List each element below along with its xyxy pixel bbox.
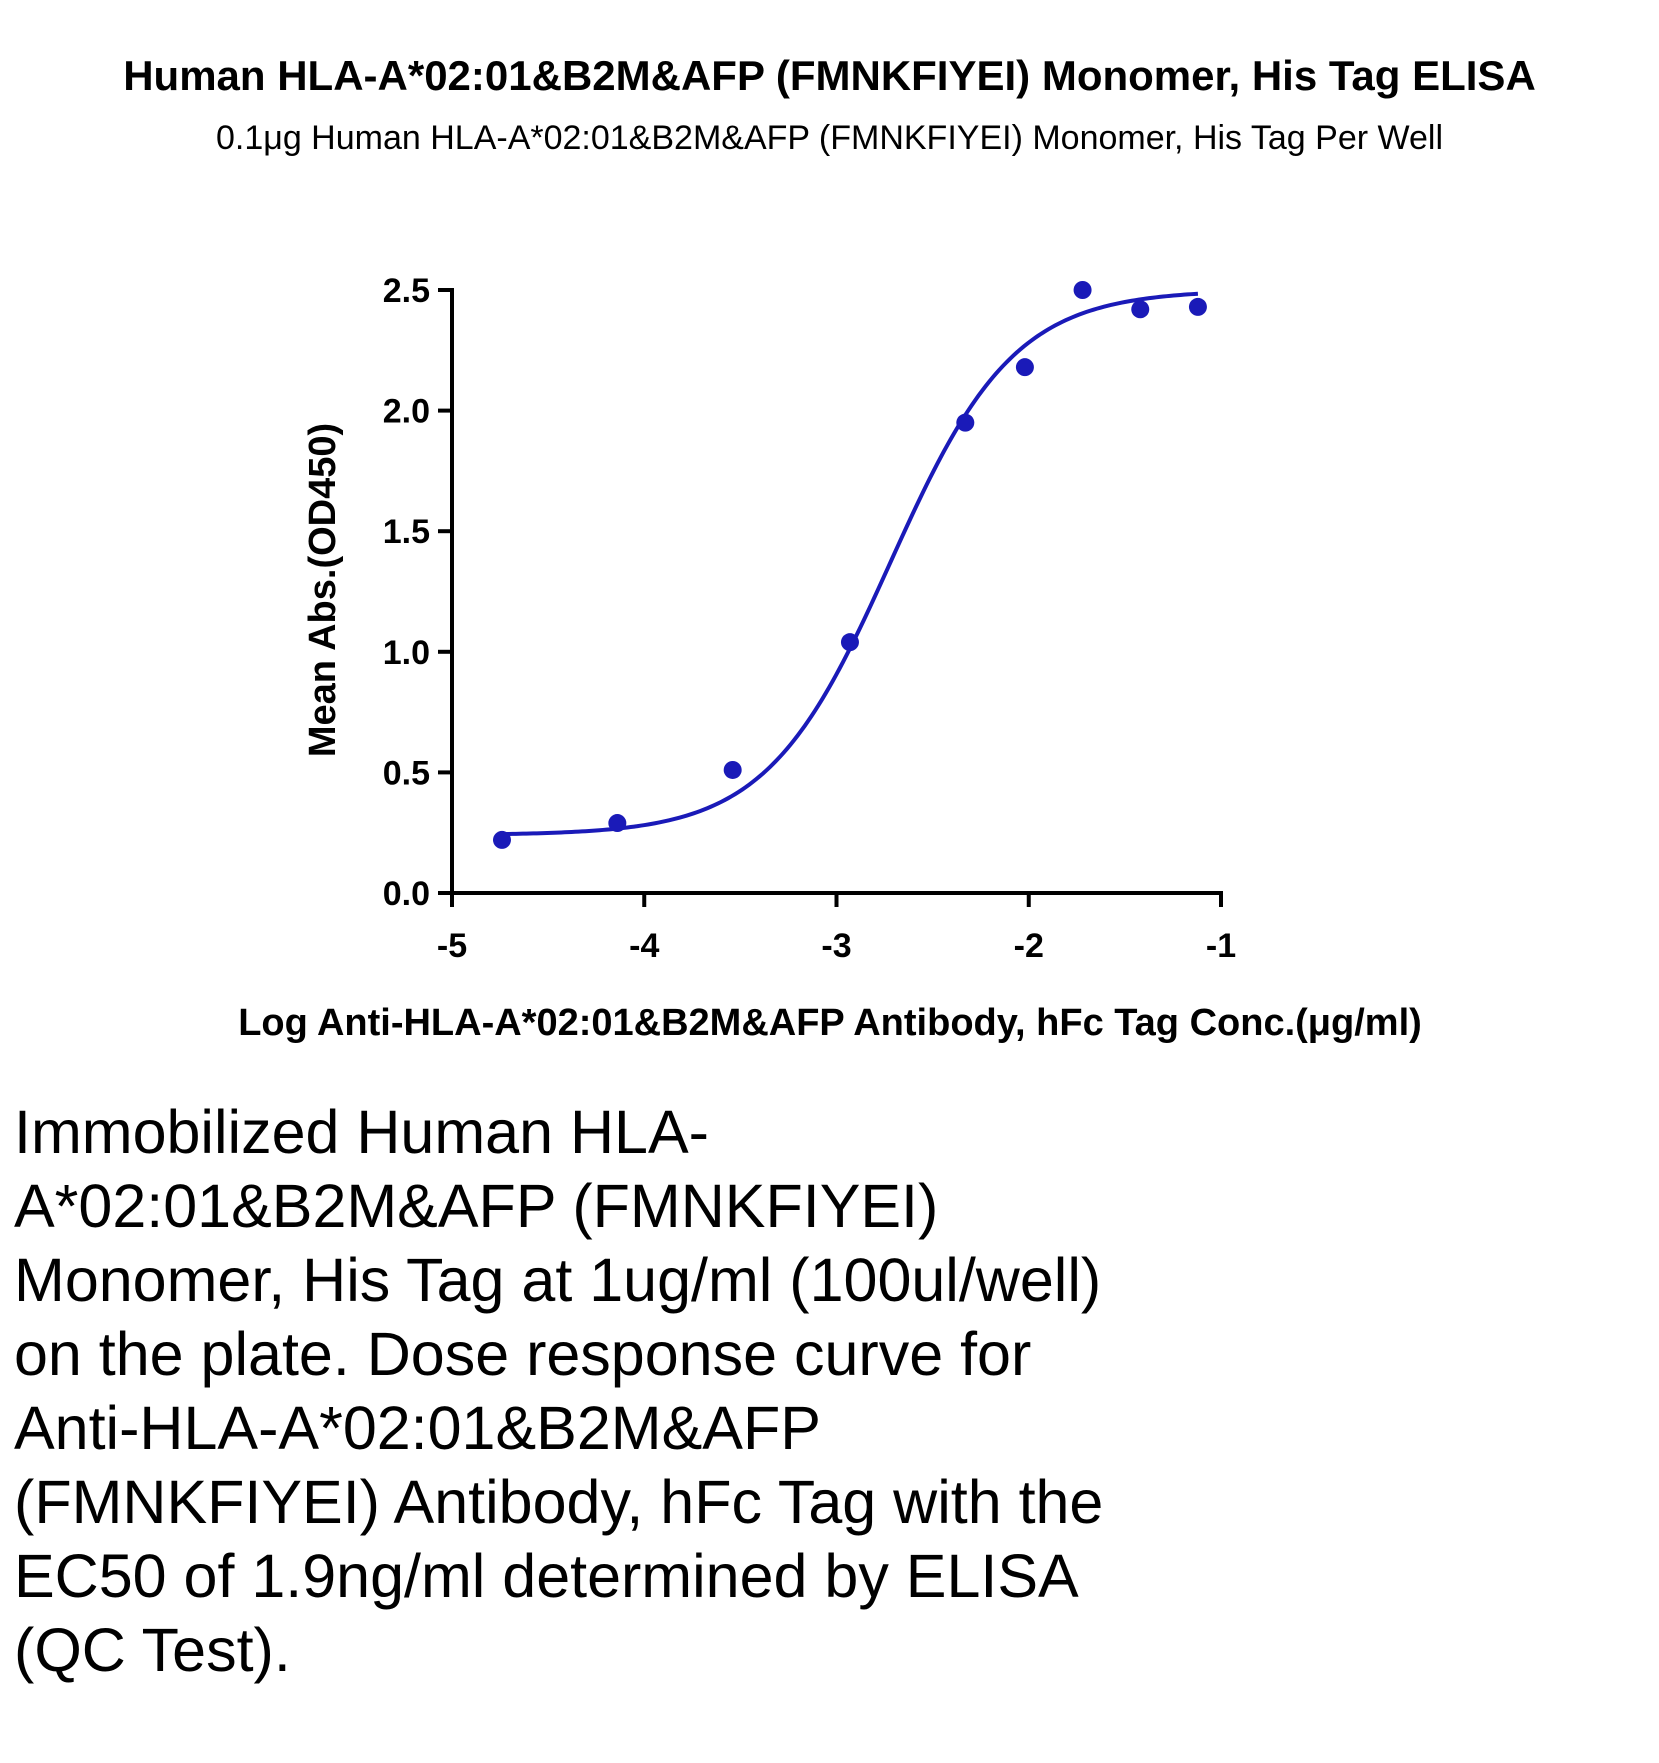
y-tick-label: 1.0 [383, 634, 430, 672]
data-points [492, 281, 1207, 849]
fit-curve [501, 291, 1199, 837]
caption-text: Immobilized Human HLA-A*02:01&B2M&AFP (F… [14, 1098, 1104, 1684]
y-tick-label: 2.0 [383, 393, 430, 431]
data-point [840, 633, 859, 652]
y-tick-label: 1.5 [383, 513, 430, 551]
x-tick-label: -3 [821, 927, 851, 965]
x-axis-label: Log Anti-HLA-A*02:01&B2M&AFP Antibody, h… [238, 1002, 1422, 1044]
y-axis-label: Mean Abs.(OD450) [302, 423, 344, 757]
data-point [1131, 300, 1150, 319]
axes: 0.0 0.5 1.0 1.5 2.0 2.5 -5 -4 -3 -2 -1 [383, 272, 1236, 965]
x-tick-label: -4 [629, 927, 659, 965]
data-point [492, 830, 511, 849]
data-point [1188, 297, 1207, 316]
x-tick-label: -5 [437, 927, 467, 965]
data-point [956, 413, 975, 432]
data-point [1015, 358, 1034, 377]
x-tick-label: -2 [1014, 927, 1044, 965]
x-tick-label: -1 [1206, 927, 1236, 965]
data-point [723, 760, 742, 779]
chart-subtitle: 0.1μg Human HLA-A*02:01&B2M&AFP (FMNKFIY… [215, 119, 1444, 157]
y-tick-label: 2.5 [383, 272, 430, 310]
y-tick-label: 0.5 [383, 754, 430, 792]
chart-title: Human HLA-A*02:01&B2M&AFP (FMNKFIYEI) Mo… [123, 52, 1536, 99]
chart-plot: 0.0 0.5 1.0 1.5 2.0 2.5 -5 -4 -3 -2 -1 Log Anti-HL… [238, 272, 1422, 1044]
fit-curve-layer [501, 291, 1199, 837]
data-point [1073, 281, 1092, 299]
data-point [608, 814, 627, 833]
y-tick-label: 0.0 [383, 875, 430, 913]
